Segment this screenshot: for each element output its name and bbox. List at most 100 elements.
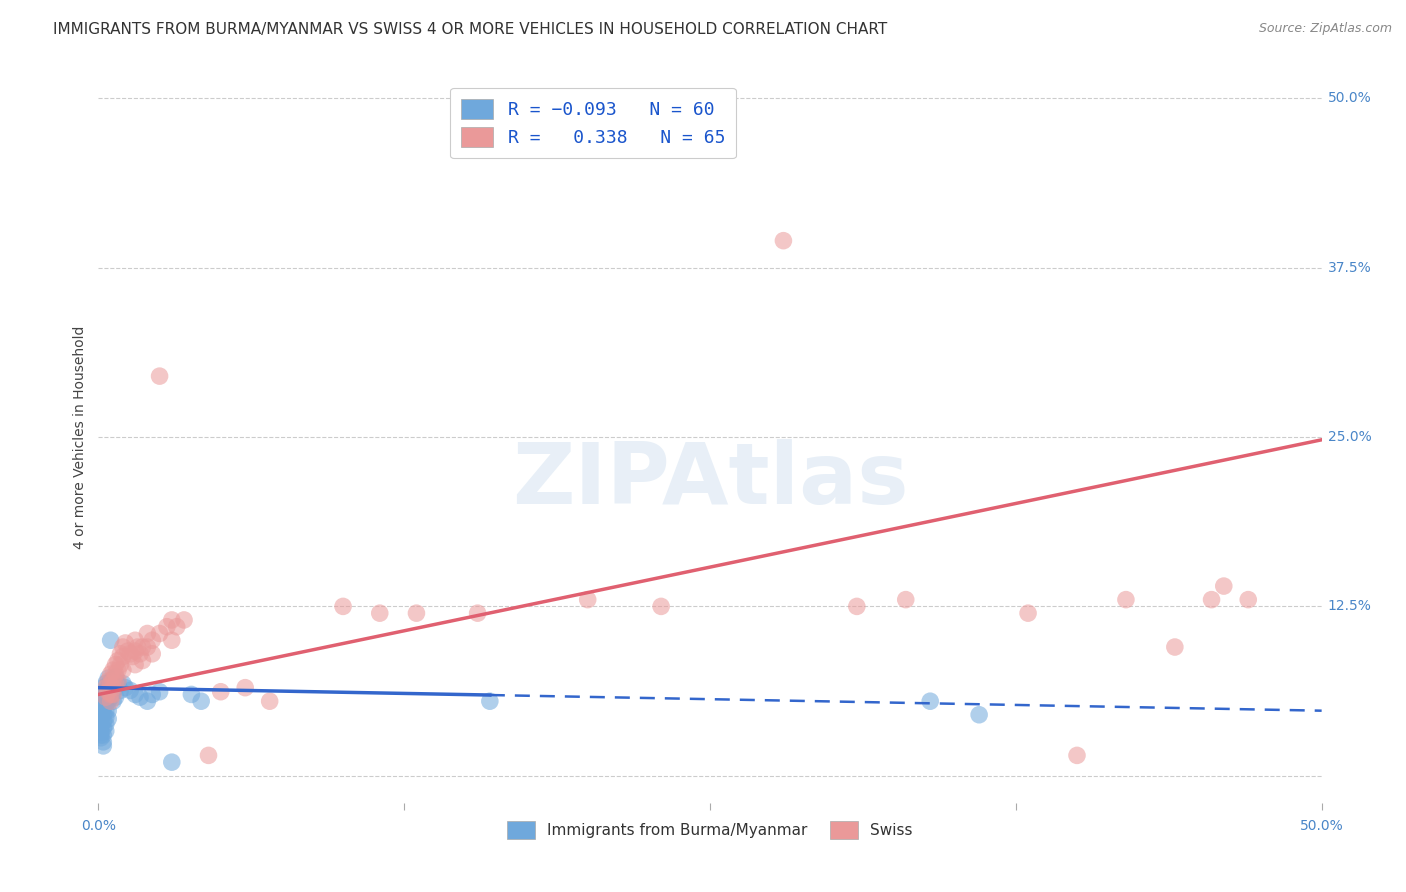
Point <box>101 663 124 677</box>
Point <box>120 683 142 698</box>
Point <box>94 690 117 705</box>
Point <box>90 717 112 731</box>
Text: ZIPAtlas: ZIPAtlas <box>512 440 908 523</box>
Point <box>97 681 120 695</box>
Point <box>772 234 794 248</box>
Point <box>90 707 112 722</box>
Point <box>97 694 120 708</box>
Point <box>120 647 142 661</box>
Point <box>94 724 117 739</box>
Point <box>160 633 183 648</box>
Point <box>117 644 139 658</box>
Point <box>478 694 501 708</box>
Point <box>111 649 134 664</box>
Point <box>111 663 134 677</box>
Point <box>1066 748 1088 763</box>
Point <box>90 714 112 729</box>
Point <box>405 606 427 620</box>
Point <box>259 694 281 708</box>
Point <box>101 676 124 690</box>
Point <box>97 712 120 726</box>
Point <box>131 654 153 668</box>
Point <box>94 710 117 724</box>
Point <box>104 667 127 681</box>
Point <box>97 688 120 702</box>
Point <box>1201 592 1223 607</box>
Point <box>97 684 120 698</box>
Point <box>110 647 132 661</box>
Point <box>107 654 129 668</box>
Text: 50.0%: 50.0% <box>1299 819 1344 833</box>
Point <box>94 681 117 695</box>
Point <box>141 633 163 648</box>
Text: 50.0%: 50.0% <box>1327 92 1371 105</box>
Point <box>94 676 117 690</box>
Point <box>121 649 143 664</box>
Point <box>114 636 136 650</box>
Point <box>127 640 149 654</box>
Point <box>920 694 942 708</box>
Point <box>124 633 146 648</box>
Point <box>107 676 129 690</box>
Point <box>104 690 127 705</box>
Point <box>129 690 152 705</box>
Point <box>100 667 122 681</box>
Point <box>1237 592 1260 607</box>
Point <box>100 676 122 690</box>
Point <box>149 626 172 640</box>
Point <box>104 676 127 690</box>
Point <box>136 640 159 654</box>
Point <box>111 676 134 690</box>
Point <box>149 684 172 698</box>
Point <box>110 683 132 698</box>
Point <box>180 688 202 702</box>
Point <box>97 704 120 718</box>
Point <box>101 688 124 702</box>
Point <box>91 714 114 729</box>
Point <box>90 731 112 745</box>
Point <box>576 592 599 607</box>
Point <box>97 671 120 685</box>
Text: Source: ZipAtlas.com: Source: ZipAtlas.com <box>1258 22 1392 36</box>
Point <box>190 694 212 708</box>
Point <box>467 606 489 620</box>
Point <box>967 707 990 722</box>
Point <box>1164 640 1187 654</box>
Point <box>141 647 163 661</box>
Point <box>100 690 122 705</box>
Text: 0.0%: 0.0% <box>82 819 115 833</box>
Point <box>160 755 183 769</box>
Point <box>1017 606 1039 620</box>
Point <box>156 620 179 634</box>
Point <box>91 728 114 742</box>
Point <box>104 670 127 684</box>
Point <box>136 626 159 640</box>
Point <box>90 721 112 735</box>
Point <box>100 633 122 648</box>
Point <box>160 613 183 627</box>
Point <box>100 681 122 695</box>
Point <box>91 701 114 715</box>
Text: 37.5%: 37.5% <box>1327 260 1371 275</box>
Point <box>94 704 117 718</box>
Text: 25.0%: 25.0% <box>1327 430 1371 444</box>
Point <box>90 688 112 702</box>
Point <box>94 697 117 711</box>
Point <box>107 663 129 677</box>
Point <box>91 721 114 735</box>
Point <box>332 599 354 614</box>
Point <box>101 684 124 698</box>
Point <box>91 707 114 722</box>
Point <box>650 599 672 614</box>
Point <box>91 735 114 749</box>
Text: IMMIGRANTS FROM BURMA/MYANMAR VS SWISS 4 OR MORE VEHICLES IN HOUSEHOLD CORRELATI: IMMIGRANTS FROM BURMA/MYANMAR VS SWISS 4… <box>53 22 887 37</box>
Point <box>209 684 232 698</box>
Point <box>111 640 134 654</box>
Point <box>90 694 112 708</box>
Point <box>94 717 117 731</box>
Point <box>124 644 146 658</box>
Y-axis label: 4 or more Vehicles in Household: 4 or more Vehicles in Household <box>73 326 87 549</box>
Point <box>136 694 159 708</box>
Point <box>91 739 114 753</box>
Point <box>104 681 127 695</box>
